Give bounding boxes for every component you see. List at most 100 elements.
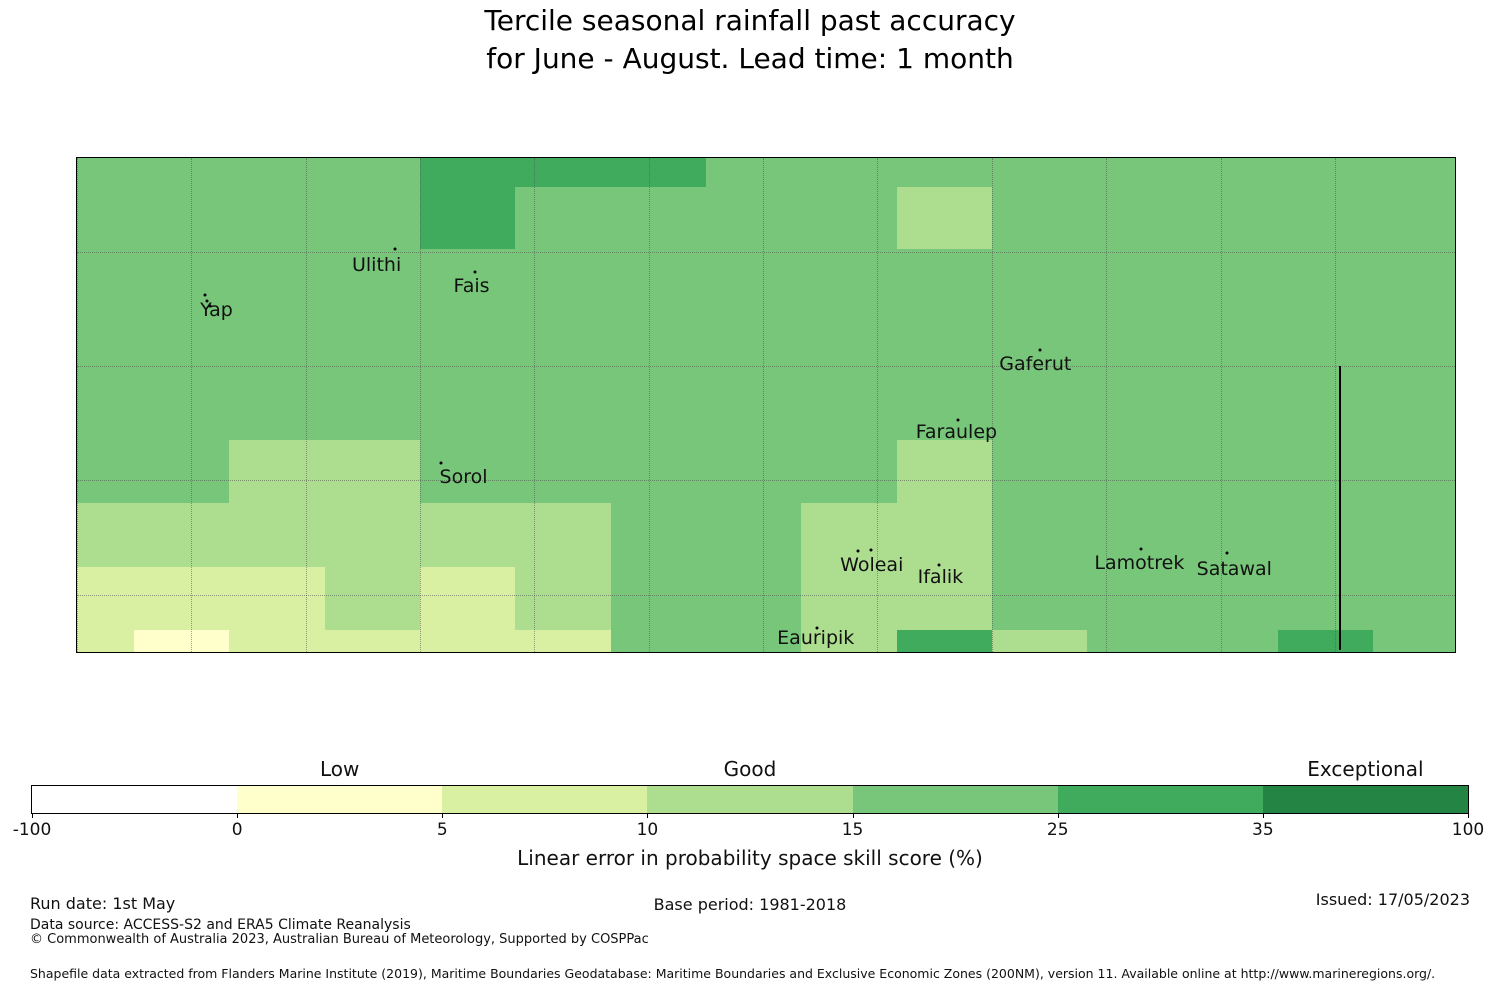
colorbar-segment [442,786,648,813]
base-period-text: Base period: 1981-2018 [653,895,847,914]
graticule-meridian [1334,158,1336,652]
skill-cell [991,630,1087,652]
skill-cell [896,440,992,631]
island-marker-yap [203,293,207,297]
island-marker-fais [473,270,477,274]
skill-cell [896,186,992,250]
island-label-yap: Yap [200,299,233,322]
colorbar-segment [237,786,443,813]
skill-cell [1277,630,1373,652]
colorbar-tick [32,813,33,818]
graticule-meridian [534,158,536,652]
copyright-text: © Commonwealth of Australia 2023, Austra… [30,932,649,947]
colorbar-tick [1262,813,1264,818]
island-marker-gaferut [1038,348,1042,352]
graticule-meridian [191,158,193,652]
graticule-meridian [1106,158,1108,652]
island-marker-yap [205,299,209,303]
data-source-text: Data source: ACCESS-S2 and ERA5 Climate … [30,917,411,933]
skill-cell [514,158,706,187]
graticule-meridian [991,158,993,652]
graticule-meridian [420,158,422,652]
x-axis-tick [877,652,878,653]
shapefile-attribution-text: Shapefile data extracted from Flanders M… [30,966,1436,981]
skill-cell [420,567,515,652]
eez-boundary-line [1339,366,1342,650]
island-label-satawal: Satawal [1196,557,1272,580]
skill-cell [420,503,515,568]
skill-cell [134,630,230,652]
graticule-parallel [77,366,1455,368]
skill-cell [514,503,612,631]
graticule-parallel [77,480,1455,482]
island-marker-faraulep [956,418,960,422]
skill-cell [420,158,515,250]
x-axis-tick [649,652,650,653]
island-marker-yap [208,304,212,307]
skill-cell [229,567,326,652]
island-label-ifalik: Ifalik [917,565,964,588]
x-axis-tick [306,652,307,653]
map-plot-area: Yap Ulithi Fais Sorol Gaferut Faraulep Woleai I… [76,157,1456,653]
graticule-meridian [648,158,650,652]
island-label-ulithi: Ulithi [351,254,402,277]
colorbar-category-label: Good [723,757,777,781]
colorbar-segment [647,786,853,813]
colorbar-segment [1262,786,1468,813]
colorbar-tick-label: -100 [12,820,52,840]
skill-cell [325,630,421,652]
colorbar-tick-label: 10 [636,820,659,840]
x-axis-tick [534,652,535,653]
x-axis-tick [1221,652,1222,653]
skill-cell [77,630,135,652]
island-label-sorol: Sorol [439,466,488,489]
colorbar-segment [1057,786,1263,813]
colorbar-tick [647,813,649,818]
x-axis-tick [1106,652,1107,653]
run-date-text: Run date: 1st May [30,894,176,913]
skill-cell [77,503,230,568]
island-marker-eauripik [815,626,819,630]
colorbar-tick [1057,813,1059,818]
graticule-meridian [305,158,307,652]
colorbar-segment [32,786,238,813]
colorbar-tick-label: 25 [1046,820,1069,840]
x-axis-tick [1335,652,1336,653]
colorbar-tick [442,813,444,818]
x-axis-tick [77,652,78,653]
colorbar-category-label: Low [320,757,360,781]
colorbar-segment [852,786,1058,813]
x-axis-tick [420,652,421,653]
island-marker-ulithi [393,247,397,251]
x-axis-tick [763,652,764,653]
graticule-parallel [77,251,1455,253]
skill-cell [514,630,612,652]
colorbar-tick-label: 5 [436,820,448,840]
chart-title-line1: Tercile seasonal rainfall past accuracy [484,4,1016,37]
colorbar-tick-label: 100 [1451,820,1485,840]
colorbar-tick [852,813,854,818]
chart-title-line2: for June - August. Lead time: 1 month [486,42,1014,75]
skill-cell [325,440,421,631]
colorbar-tick [237,813,239,818]
island-label-faraulep: Faraulep [915,421,998,444]
colorbar-tick-label: 15 [841,820,864,840]
island-marker-lamotrek [1139,547,1143,551]
island-label-lamotrek: Lamotrek [1094,551,1185,574]
island-label-eauripik: Eauripik [777,627,855,650]
colorbar-tick-label: 35 [1252,820,1274,840]
x-axis-tick [191,652,192,653]
skill-cell [77,567,230,631]
graticule-meridian [77,158,78,652]
island-marker-satawal [1225,551,1229,554]
graticule-meridian [877,158,879,652]
island-label-gaferut: Gaferut [999,352,1072,375]
colorbar-category-label: Exceptional [1307,757,1424,781]
issued-date-text: Issued: 17/05/2023 [1315,890,1470,909]
colorbar-axis-label: Linear error in probability space skill … [517,846,983,870]
skill-cell [229,440,326,568]
graticule-meridian [763,158,765,652]
island-label-woleai: Woleai [840,554,904,577]
colorbar-tick-label: 0 [231,820,243,840]
